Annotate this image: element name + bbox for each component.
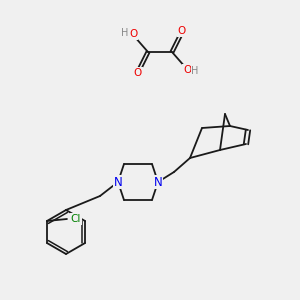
Text: Cl: Cl [71,214,81,224]
Text: N: N [114,176,122,188]
Text: O: O [134,68,142,78]
Text: H: H [191,66,199,76]
Text: O: O [178,26,186,36]
Text: O: O [183,65,191,75]
Text: H: H [121,28,129,38]
Text: O: O [129,29,137,39]
Text: N: N [154,176,162,188]
